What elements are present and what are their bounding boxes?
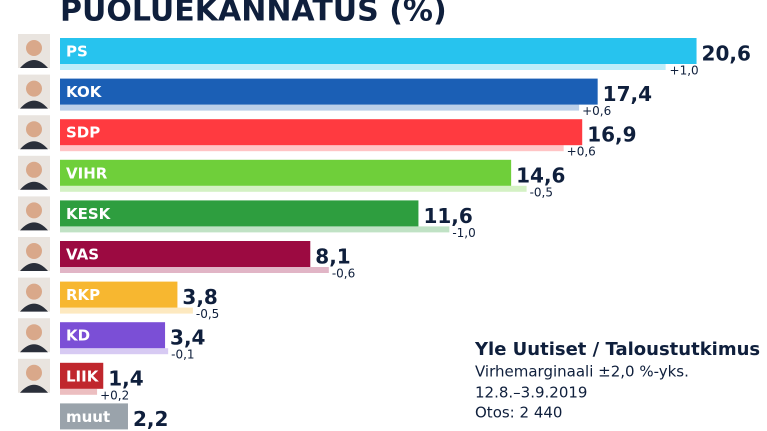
previous-bar xyxy=(60,307,193,314)
category-label: RKP xyxy=(66,286,100,304)
note: 12.8.–3.9.2019 xyxy=(475,384,587,402)
value-label: 2,2 xyxy=(133,407,168,431)
category-label: PS xyxy=(66,43,88,61)
portrait-face xyxy=(26,364,42,381)
previous-bar xyxy=(60,145,564,152)
category-label: VIHR xyxy=(66,164,108,182)
portrait-body xyxy=(20,181,48,190)
value-label: 3,8 xyxy=(182,285,217,309)
previous-bar xyxy=(60,388,98,395)
change-label: -1,0 xyxy=(452,226,475,240)
category-label: KD xyxy=(66,327,90,345)
value-label: 1,4 xyxy=(108,366,143,390)
source: Yle Uutiset / Taloustutkimus xyxy=(474,339,760,360)
category-label: KOK xyxy=(66,83,103,101)
change-label: +0,2 xyxy=(100,388,129,402)
portrait-face xyxy=(26,243,42,259)
bar xyxy=(60,78,598,105)
portrait-body xyxy=(20,384,48,393)
portrait-body xyxy=(20,60,48,68)
change-label: +0,6 xyxy=(582,104,611,118)
portrait-face xyxy=(26,40,42,56)
value-label: 20,6 xyxy=(702,42,751,66)
value-label: 14,6 xyxy=(516,163,565,187)
category-label: muut xyxy=(66,408,110,426)
bar xyxy=(60,362,104,389)
portrait-face xyxy=(26,121,42,138)
change-label: -0,6 xyxy=(332,267,355,281)
previous-bar xyxy=(60,185,527,192)
category-label: SDP xyxy=(66,124,100,142)
note: Otos: 2 440 xyxy=(475,404,562,422)
portrait-face xyxy=(26,161,42,178)
portrait-body xyxy=(20,141,48,150)
bar xyxy=(60,200,419,227)
change-label: -0,5 xyxy=(530,185,553,199)
portrait-body xyxy=(20,263,48,271)
bar xyxy=(60,241,311,267)
portrait-face xyxy=(26,324,42,341)
value-label: 17,4 xyxy=(603,82,652,106)
category-label: LIIK xyxy=(66,367,100,385)
portrait-body xyxy=(20,100,48,109)
value-label: 16,9 xyxy=(587,123,636,147)
portrait-face xyxy=(26,80,42,97)
previous-bar xyxy=(60,267,329,273)
portrait-face xyxy=(26,202,42,219)
value-label: 8,1 xyxy=(315,245,350,269)
note: Virhemarginaali ±2,0 %-yks. xyxy=(475,363,689,381)
change-label: +1,0 xyxy=(670,64,699,78)
bar xyxy=(60,281,178,308)
bar xyxy=(60,159,512,186)
change-label: -0,1 xyxy=(171,348,194,362)
category-label: VAS xyxy=(66,246,99,264)
portrait-face xyxy=(26,283,42,300)
bar xyxy=(60,403,128,430)
previous-bar xyxy=(60,104,580,111)
bar xyxy=(60,38,697,64)
bar xyxy=(60,322,166,349)
chart-title: PUOLUEKANNATUS (%) xyxy=(60,0,447,29)
previous-bar xyxy=(60,226,450,233)
portrait-body xyxy=(20,303,48,312)
value-label: 3,4 xyxy=(170,326,205,350)
value-label: 11,6 xyxy=(423,204,472,228)
previous-bar xyxy=(60,64,666,70)
change-label: -0,5 xyxy=(196,307,219,321)
previous-bar xyxy=(60,348,169,355)
bar xyxy=(60,119,583,146)
portrait-body xyxy=(20,222,48,231)
change-label: +0,6 xyxy=(567,145,596,159)
portrait-body xyxy=(20,344,48,353)
category-label: KESK xyxy=(66,205,112,223)
